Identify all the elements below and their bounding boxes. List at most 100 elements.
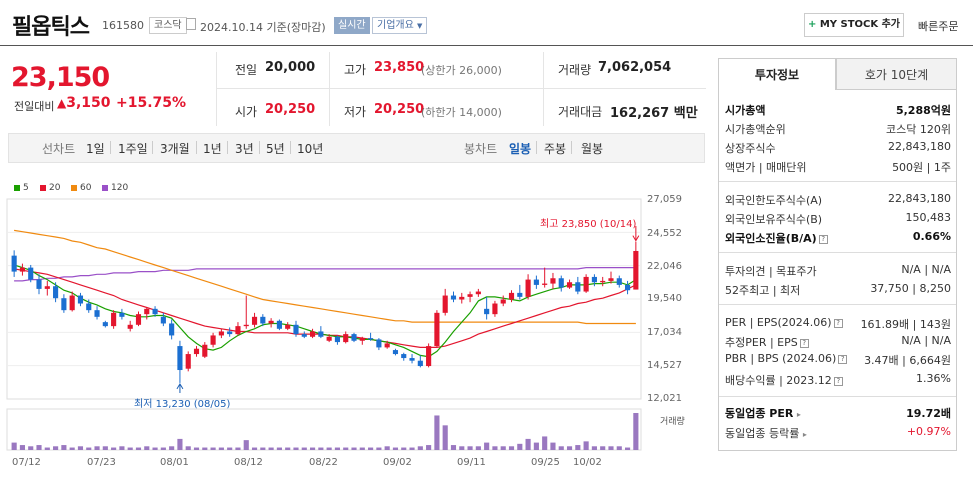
candle-body — [144, 308, 150, 315]
y-tick-label: 27,059 — [647, 194, 682, 205]
period-3m[interactable]: 3개월 — [160, 142, 190, 156]
chevron-right-icon[interactable]: ▸ — [802, 430, 807, 439]
chevron-right-icon[interactable]: ▸ — [796, 410, 801, 419]
candle-body — [86, 303, 92, 311]
divider — [536, 141, 537, 154]
candle-monthly[interactable]: 월봉 — [581, 142, 604, 156]
volume-bar — [326, 447, 332, 450]
y-tick-label: 17,034 — [647, 327, 682, 338]
volume-bar — [591, 446, 597, 450]
volume-bar — [484, 442, 490, 450]
prev-close-label: 전일 — [235, 63, 258, 77]
amount-label: 거래대금 — [558, 105, 603, 119]
candle-body — [591, 276, 597, 283]
period-3y[interactable]: 3년 — [235, 142, 254, 156]
divider — [719, 396, 956, 397]
candle-body — [417, 360, 423, 367]
candle-body — [218, 331, 224, 336]
help-icon[interactable]: ? — [833, 376, 843, 386]
candle-body — [426, 346, 432, 367]
candle-body — [44, 286, 50, 289]
candle-body — [558, 278, 564, 288]
volume-bar — [202, 447, 208, 450]
my-stock-add-button[interactable]: + MY STOCK 추가 — [804, 13, 904, 37]
period-1w[interactable]: 1주일 — [118, 142, 148, 156]
open-value: 20,250 — [265, 102, 316, 117]
volume-bar — [11, 442, 17, 450]
period-1y[interactable]: 1년 — [203, 142, 222, 156]
company-info-button[interactable]: 기업개요 ▼ — [372, 17, 428, 34]
period-5y[interactable]: 5년 — [266, 142, 285, 156]
est-per-value: N/A | N/A — [901, 334, 951, 347]
help-icon[interactable]: ? — [838, 354, 848, 364]
candle-daily[interactable]: 일봉 — [509, 142, 532, 156]
candle-body — [61, 298, 67, 311]
volume-bar — [500, 446, 506, 450]
volume-bar — [475, 446, 481, 450]
tab-orderbook[interactable]: 호가 10단계 — [836, 58, 957, 90]
company-info-label: 기업개요 — [377, 20, 414, 31]
candle-body — [392, 350, 399, 355]
candle-body — [575, 282, 581, 292]
price-change-value: 3,150 — [66, 95, 111, 111]
volume-bar — [368, 447, 374, 450]
candle-body — [475, 291, 481, 295]
volume-bar — [276, 447, 282, 450]
volume-bar — [152, 447, 158, 450]
candle-body — [119, 312, 125, 317]
high-value: 23,850 — [374, 60, 425, 75]
volume-bar — [533, 442, 539, 450]
low-arrowhead — [176, 382, 184, 390]
price-change: ▲3,150 — [57, 95, 111, 111]
volume-bar — [450, 445, 457, 450]
volume-bar — [616, 446, 622, 450]
candle-body — [359, 338, 365, 341]
volume-bar — [185, 446, 191, 450]
candle-body — [600, 280, 606, 283]
volume-bar — [301, 447, 307, 450]
help-icon[interactable]: ? — [818, 234, 828, 244]
candle-body — [193, 348, 200, 355]
candle-weekly[interactable]: 주봉 — [544, 142, 567, 156]
volume-bar — [77, 446, 84, 450]
volume-bar — [28, 446, 34, 450]
candle-body — [492, 303, 498, 315]
volume-bar — [409, 447, 415, 450]
period-10y[interactable]: 10년 — [297, 142, 324, 156]
candle-body — [169, 323, 175, 336]
candle-body — [376, 339, 382, 348]
volume-bar — [169, 446, 175, 450]
volume-bar — [558, 446, 564, 450]
pbr-label: PBR | BPS (2024.06)? — [725, 352, 848, 365]
legend-swatch — [40, 184, 46, 191]
candle-body — [19, 267, 26, 272]
period-bar — [8, 133, 705, 163]
volume-bar — [566, 446, 573, 450]
candle-body — [135, 314, 142, 325]
price-change-pct: +15.75% — [116, 95, 187, 111]
candle-body — [53, 286, 59, 299]
amount-value: 162,267 백만 — [610, 106, 698, 121]
help-icon[interactable]: ? — [799, 338, 809, 348]
high-annotation: 최고 23,850 (10/14) — [540, 219, 637, 230]
volume-bar — [633, 413, 639, 450]
est-per-label-text: 추정PER | EPS — [725, 336, 798, 349]
open-label: 시가 — [235, 105, 258, 119]
volume-bar — [392, 447, 399, 450]
realtime-button[interactable]: 실시간 — [334, 17, 370, 34]
quick-order-button[interactable]: 빠른주문 — [918, 20, 959, 33]
tab-investment-info[interactable]: 투자정보 — [718, 58, 836, 90]
candle-body — [227, 331, 233, 335]
info-panel — [718, 89, 957, 451]
period-1d[interactable]: 1일 — [86, 142, 105, 156]
divider — [110, 141, 111, 154]
help-icon[interactable]: ? — [833, 318, 843, 328]
est-per-label: 추정PER | EPS? — [725, 334, 809, 350]
candle-body — [434, 312, 440, 347]
candle-body — [160, 316, 166, 324]
volume-bar — [376, 447, 382, 450]
candle-body — [542, 283, 548, 285]
candle-body — [276, 320, 282, 329]
candle-body — [177, 346, 183, 371]
